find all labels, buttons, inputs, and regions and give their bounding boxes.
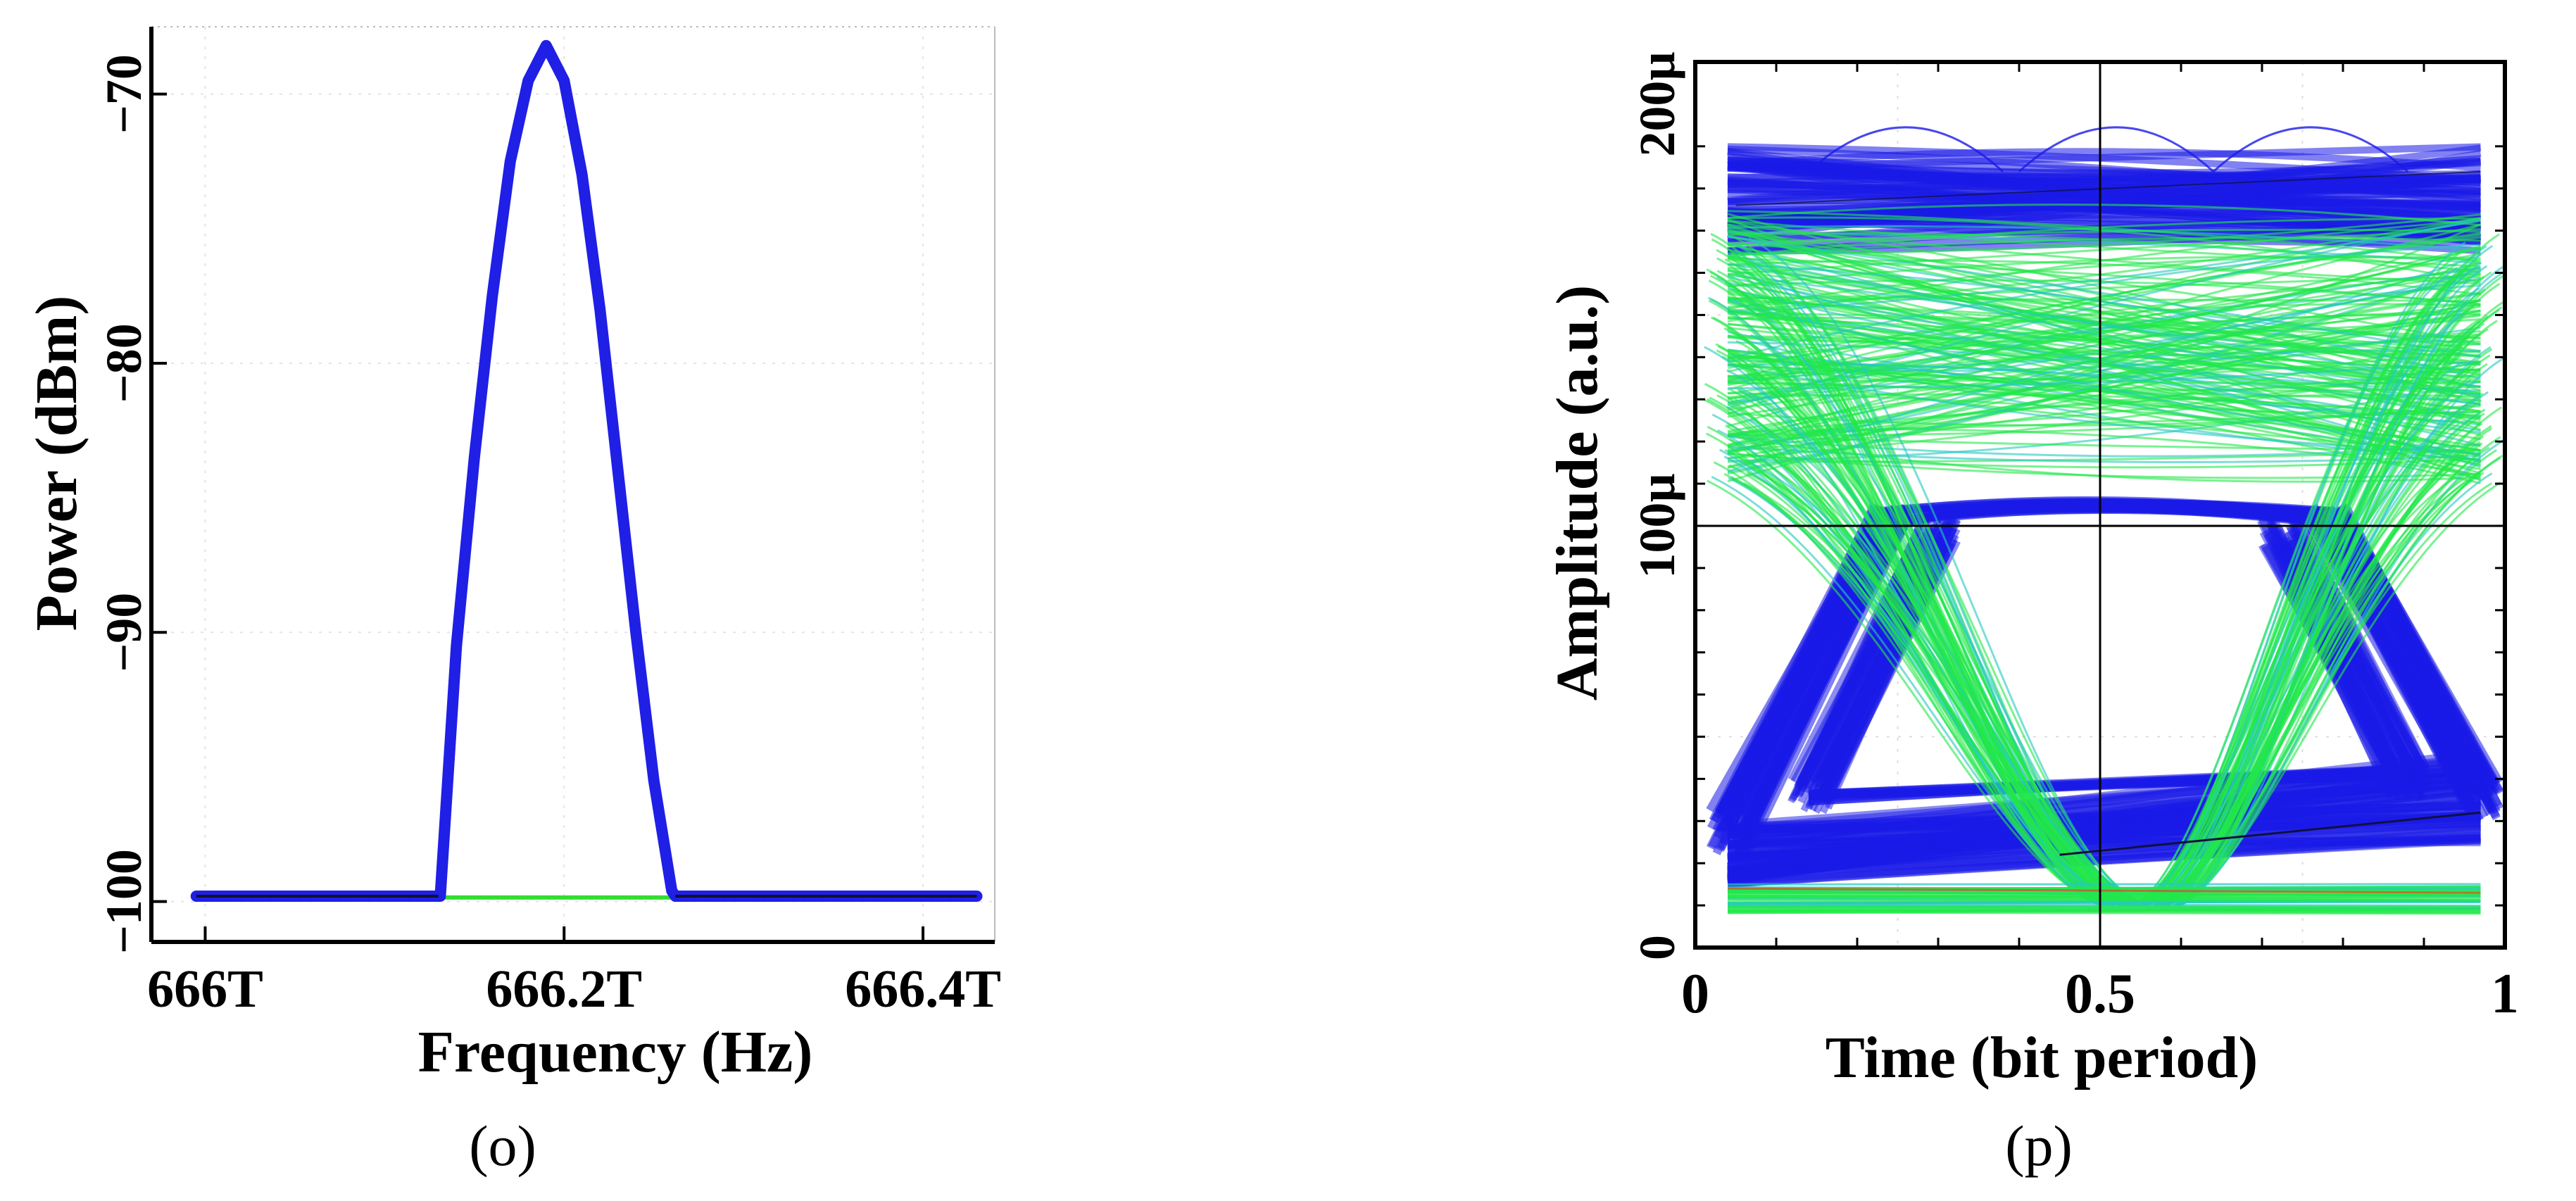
eye-trace-green-low	[1727, 911, 2481, 915]
eye-trace-green-low	[1727, 905, 2481, 908]
eye-trace-green-rise	[2140, 382, 2465, 907]
spectrum-tick-labels: −70 −80 −90 −100 666T 666.2T 666.4T	[96, 54, 1001, 1019]
eye-trace-green-high	[1727, 216, 2481, 284]
eye-trace-green-fall	[1738, 303, 2136, 907]
eye-trace-green-rise	[2153, 396, 2478, 907]
eye-trace-red	[1727, 887, 2481, 894]
eye-trace-green-rise	[2167, 427, 2493, 907]
eye-trace-green-high	[1727, 218, 2481, 258]
eye-x-tick-label: 0	[1681, 963, 1709, 1025]
eye-trace-blue-top-edge	[1892, 510, 2330, 526]
spectrum-y-tick-label: −100	[96, 849, 152, 954]
eye-trace-green-high	[1727, 203, 2481, 227]
eye-trace-blue-edge	[2325, 505, 2487, 802]
eye-trace-green-high	[1727, 237, 2481, 258]
eye-trace-green-rise	[2158, 392, 2484, 907]
eye-y-tick-label: 0	[1629, 935, 1685, 960]
eye-xlabel: Time (bit period)	[1826, 1025, 2258, 1090]
eye-trace-green-fall	[1723, 327, 2122, 907]
eye-trace-green-fall	[1729, 284, 2127, 907]
eye-axes	[1693, 60, 2507, 950]
eye-trace-green-high	[1727, 213, 2481, 382]
eye-x-tick-label: 1	[2491, 963, 2519, 1025]
eye-trace-green-high	[1727, 256, 2481, 288]
eye-trace-green-rise	[2152, 258, 2478, 907]
eye-trace-green-rise	[2146, 379, 2471, 907]
spectrum-series-blue	[190, 39, 983, 902]
spectrum-y-tick-label: −90	[96, 593, 152, 672]
eye-trace-blue-arc	[1807, 126, 2004, 172]
eye-trace-green-low	[1727, 894, 2481, 900]
eye-trace-blue-edge	[1739, 511, 1909, 848]
spectrum-x-tick-label: 666.4T	[845, 960, 1001, 1019]
eye-trace-green-high	[1727, 217, 2481, 410]
spectrum-x-tick-label: 666T	[147, 960, 263, 1019]
eye-trace-green-fall	[1750, 334, 2148, 907]
eye-trace-blue-top-edge	[1887, 502, 2326, 525]
eye-trace-green-high	[1727, 244, 2481, 360]
eye-y-tick-label: 100µ	[1629, 473, 1685, 578]
eye-trace-green-rise	[2140, 312, 2465, 907]
eye-trace-green-high	[1727, 228, 2481, 276]
eye-trace-green-high	[1727, 310, 2481, 358]
eye-y-tick-label: 200µ	[1629, 51, 1685, 156]
eye-trace-green-high	[1727, 219, 2481, 268]
eye-trace-green-fall	[1742, 482, 2141, 907]
eye-trace-dark	[2059, 811, 2481, 856]
eye-trace-blue-high	[1727, 173, 2481, 185]
spectrum-series	[190, 39, 983, 902]
eye-tick-labels: 0 0.5 1 0 100µ 200µ	[1629, 51, 2519, 1025]
eye-trace-green-rise	[2172, 449, 2497, 907]
eye-ylabel: Amplitude (a.u.)	[1545, 285, 1610, 700]
spectrum-y-tick-label: −80	[96, 323, 152, 403]
eye-trace-green-fall	[1707, 479, 2104, 907]
eye-trace-green-fall	[1724, 258, 2123, 907]
eye-trace-green-high	[1727, 220, 2481, 392]
eye-trace-green-low	[1727, 899, 2481, 903]
eye-trace-blue-arc	[2018, 126, 2215, 172]
eye-trace-green-rise	[2159, 322, 2485, 907]
eye-trace-green-high	[1727, 257, 2481, 306]
eye-trace-green-high	[1727, 297, 2481, 302]
eye-x-tick-label: 0.5	[2065, 963, 2135, 1025]
spectrum-x-tick-label: 666.2T	[486, 960, 642, 1019]
eye-trace-green-high	[1727, 228, 2481, 247]
spectrum-axes	[149, 26, 995, 944]
eye-trace-green-fall	[1746, 377, 2144, 907]
eye-trace-dark	[1735, 170, 2481, 206]
eye-trace-green-low	[1727, 890, 2481, 897]
eye-trace-green-fall	[1713, 461, 2111, 907]
eye-trace-green-rise	[2132, 263, 2458, 907]
spectrum-chart: −70 −80 −90 −100 666T 666.2T 666.4T Frequency …	[24, 26, 1001, 1178]
eye-panel-label: (p)	[2005, 1114, 2073, 1178]
spectrum-panel-label: (o)	[469, 1114, 536, 1178]
spectrum-ylabel: Power (dBm)	[24, 296, 89, 631]
eye-diagram-chart: 0 0.5 1 0 100µ 200µ Time (bit period) Amplitu…	[1545, 51, 2519, 1178]
eye-trace-green-high	[1727, 298, 2481, 448]
eye-trace-green-rise	[2175, 308, 2501, 907]
eye-trace-blue-low	[1727, 777, 2481, 836]
eye-trace-green-high	[1727, 245, 2481, 378]
eye-trace-green-low	[1727, 907, 2481, 912]
spectrum-xlabel: Frequency (Hz)	[418, 1019, 813, 1085]
eye-trace-green-fall	[1710, 232, 2109, 907]
eye-trace-blue-low-edge	[1808, 766, 2408, 806]
spectrum-y-tick-label: −70	[96, 54, 152, 134]
eye-trace-green-high	[1727, 235, 2481, 358]
eye-trace-blue-arc	[2212, 126, 2409, 172]
eye-trace-green-fall	[1750, 287, 2148, 907]
spectrum-plot-area	[151, 27, 995, 942]
eye-trace-green-fall	[1711, 316, 2109, 907]
eye-trace-blue-low	[1727, 834, 2481, 888]
